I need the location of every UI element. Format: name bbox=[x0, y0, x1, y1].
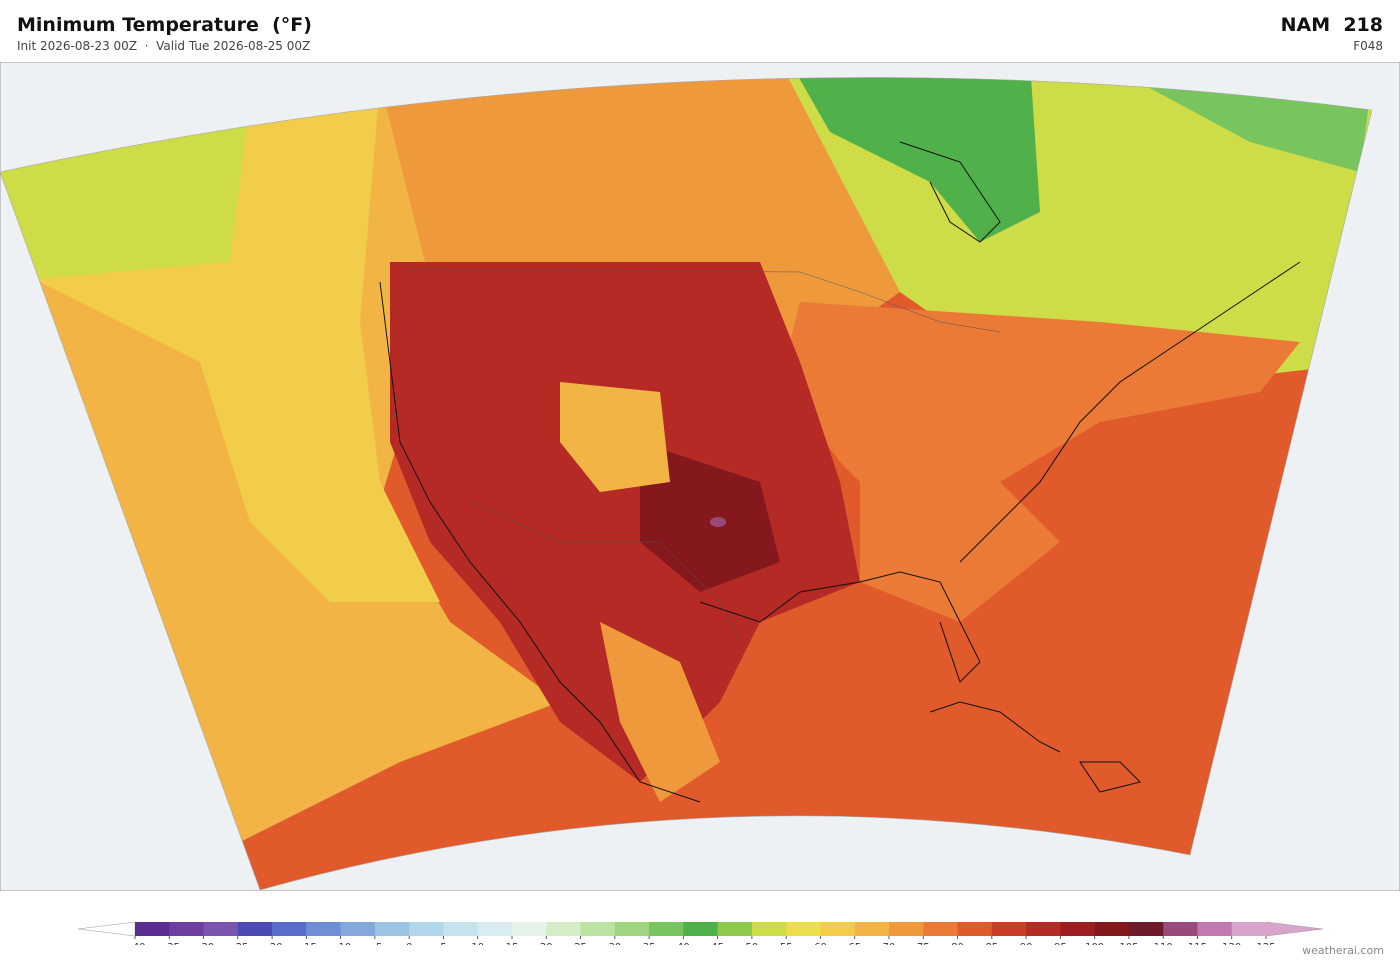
tick-label: 55 bbox=[780, 942, 793, 945]
tick-label: 120 bbox=[1222, 942, 1241, 945]
colorbar-segment bbox=[1197, 922, 1233, 936]
tick-label: 5 bbox=[440, 942, 446, 945]
colorbar-segment bbox=[1163, 922, 1198, 936]
tick-label: 65 bbox=[848, 942, 861, 945]
colorbar-segment bbox=[786, 922, 821, 936]
tick-label: 25 bbox=[574, 942, 587, 945]
colorbar-segment bbox=[1060, 922, 1096, 936]
colorbar-segment bbox=[374, 922, 410, 936]
colorbar-segment bbox=[957, 922, 993, 936]
colorbar: −40 −35 −30 −25 −20 −15 −10 −5 0 5 10 15 20 25 30 35 40 4… bbox=[77, 921, 1324, 945]
forecast-hour: F048 bbox=[1353, 39, 1383, 53]
colorbar-segment bbox=[1231, 922, 1267, 936]
coastlines bbox=[379, 141, 1301, 803]
tick-label: 0 bbox=[406, 942, 412, 945]
colorbar-segment bbox=[614, 922, 650, 936]
tick-label: 125 bbox=[1256, 942, 1275, 945]
colorbar-segment bbox=[1026, 922, 1061, 936]
colorbar-segment bbox=[409, 922, 444, 936]
tick-label: −15 bbox=[296, 942, 317, 945]
colorbar-segment bbox=[237, 922, 273, 936]
colorbar-segment bbox=[512, 922, 547, 936]
colorbar-segment bbox=[443, 922, 479, 936]
colorbar-segment bbox=[203, 922, 239, 936]
colorbar-segment bbox=[717, 922, 753, 936]
colorbar-segment bbox=[340, 922, 376, 936]
colorbar-over bbox=[1265, 921, 1324, 937]
credit: weatherai.com bbox=[1302, 944, 1384, 957]
map bbox=[0, 62, 1400, 891]
colorbar-segment bbox=[135, 922, 170, 936]
colorbar-segment bbox=[751, 922, 787, 936]
tick-label: 90 bbox=[1020, 942, 1033, 945]
tick-label: 100 bbox=[1085, 942, 1104, 945]
subtitle: Init 2026-08-23 00Z · Valid Tue 2026-08-… bbox=[17, 39, 311, 53]
tick-label: 110 bbox=[1154, 942, 1173, 945]
tick-label: 50 bbox=[746, 942, 759, 945]
tick-label: 15 bbox=[506, 942, 519, 945]
colorbar-segment bbox=[272, 922, 307, 936]
tick-label: 95 bbox=[1054, 942, 1067, 945]
colorbar-segment bbox=[854, 922, 890, 936]
tick-label: 80 bbox=[951, 942, 964, 945]
tick-label: 115 bbox=[1188, 942, 1207, 945]
tick-label: 105 bbox=[1119, 942, 1138, 945]
tick-label: 70 bbox=[883, 942, 896, 945]
tick-label: 20 bbox=[540, 942, 553, 945]
colorbar-segment bbox=[991, 922, 1027, 936]
temperature-field bbox=[0, 77, 1372, 891]
colorbar-segment bbox=[889, 922, 924, 936]
tick-label: 45 bbox=[711, 942, 724, 945]
colorbar-segment bbox=[1094, 922, 1130, 936]
tick-label: 10 bbox=[471, 942, 484, 945]
borders bbox=[409, 269, 1001, 643]
tick-label: 60 bbox=[814, 942, 827, 945]
tick-label: 40 bbox=[677, 942, 690, 945]
tick-label: −10 bbox=[330, 942, 351, 945]
colorbar-segment bbox=[923, 922, 959, 936]
tick-label: 85 bbox=[985, 942, 998, 945]
tick-label: 75 bbox=[917, 942, 930, 945]
colorbar-segment bbox=[477, 922, 513, 936]
tick-label: 30 bbox=[608, 942, 621, 945]
tick-label: −40 bbox=[124, 942, 145, 945]
colorbar-segment bbox=[820, 922, 856, 936]
tick-label: −35 bbox=[159, 942, 180, 945]
colorbar-under bbox=[77, 921, 136, 937]
tick-label: −20 bbox=[262, 942, 283, 945]
model-name: NAM 218 bbox=[1280, 14, 1383, 36]
tick-label: −30 bbox=[193, 942, 214, 945]
colorbar-segment bbox=[580, 922, 616, 936]
colorbar-segment bbox=[649, 922, 684, 936]
colorbar-segment bbox=[169, 922, 205, 936]
colorbar-segment bbox=[1128, 922, 1164, 936]
colorbar-segment bbox=[546, 922, 582, 936]
tick-label: −25 bbox=[227, 942, 248, 945]
title: Minimum Temperature (°F) bbox=[17, 14, 312, 36]
tick-label: 35 bbox=[643, 942, 656, 945]
tick-label: −5 bbox=[368, 942, 383, 945]
colorbar-segment bbox=[306, 922, 342, 936]
colorbar-segment bbox=[683, 922, 719, 936]
